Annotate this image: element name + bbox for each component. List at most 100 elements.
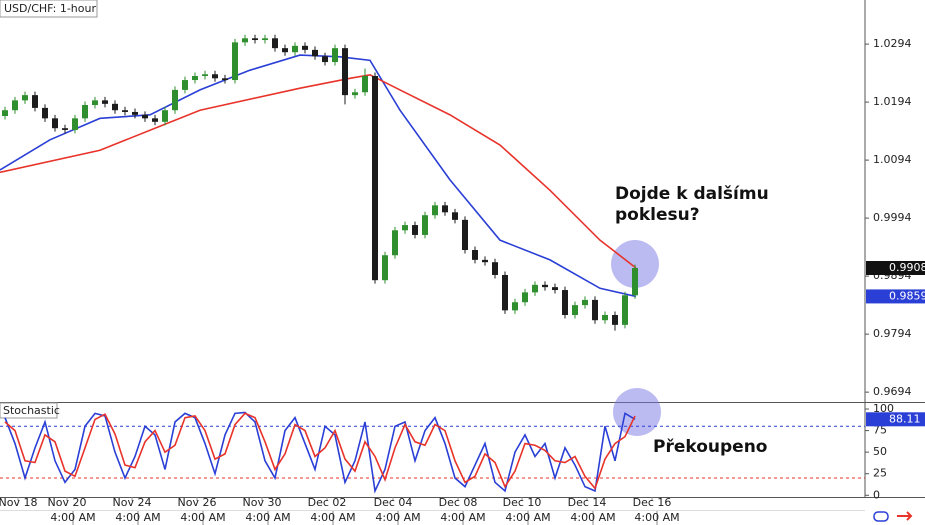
y-tick-label: 1.0294 xyxy=(873,37,912,50)
last-value-tag xyxy=(866,261,925,275)
candle-body xyxy=(302,45,308,50)
candle-body xyxy=(132,111,138,115)
series-line xyxy=(0,54,637,298)
candle-body xyxy=(272,38,278,49)
candle-body xyxy=(42,107,48,119)
last-value-tag xyxy=(866,412,925,427)
series-line xyxy=(4,412,636,490)
annotation: Dojde k dalšímu xyxy=(615,184,769,204)
candle-body xyxy=(582,299,588,306)
x-tick-label: 4:00 AM xyxy=(50,511,95,524)
candle-body xyxy=(12,100,18,111)
candle-body xyxy=(222,78,228,81)
candle-body xyxy=(462,219,468,251)
x-tick-label: Nov 20 xyxy=(48,496,87,509)
candle-body xyxy=(532,284,538,293)
corner-icons[interactable] xyxy=(873,511,913,522)
x-tick-label: Dec 02 xyxy=(308,496,347,509)
candle-body xyxy=(572,305,578,315)
candle-body xyxy=(502,274,508,311)
candle-body xyxy=(612,314,618,325)
candle-body xyxy=(252,38,258,41)
y-tick-label: 100 xyxy=(873,402,894,415)
candle-body xyxy=(432,205,438,216)
series-line xyxy=(0,73,637,269)
highlight-circle xyxy=(613,388,661,436)
candle-body xyxy=(342,48,348,96)
candle-body xyxy=(352,92,358,96)
candle-body xyxy=(182,80,188,90)
candle-body xyxy=(492,262,498,275)
candle-body xyxy=(212,74,218,79)
x-tick-label: 4:00 AM xyxy=(634,511,679,524)
annotation: Překoupeno xyxy=(653,437,767,457)
candle-body xyxy=(112,103,118,111)
y-tick-label: 0.9694 xyxy=(873,385,912,398)
candle-body xyxy=(362,75,368,93)
candle-body xyxy=(552,287,558,291)
y-tick-label: 1.0094 xyxy=(873,153,912,166)
candle-body xyxy=(562,290,568,315)
y-tick-label: 50 xyxy=(873,445,887,458)
panel-label-box xyxy=(0,402,58,419)
candle-body xyxy=(522,292,528,303)
candle-body xyxy=(632,268,638,296)
x-tick-label: 4:00 AM xyxy=(375,511,420,524)
arrow-icon[interactable] xyxy=(897,511,913,521)
last-value-tag xyxy=(866,289,925,304)
candle-body xyxy=(422,215,428,235)
candle-body xyxy=(442,205,448,213)
x-tick-label: 4:00 AM xyxy=(115,511,160,524)
x-tick-label: 4:00 AM xyxy=(570,511,615,524)
x-tick-label: 4:00 AM xyxy=(310,511,355,524)
candle-body xyxy=(322,56,328,63)
x-tick-label: Dec 14 xyxy=(568,496,607,509)
candle-body xyxy=(472,250,478,260)
x-tick-label: Dec 04 xyxy=(374,496,413,509)
x-tick-label: Dec 16 xyxy=(633,496,672,509)
y-tick-label: 25 xyxy=(873,467,887,480)
candle-body xyxy=(332,48,338,63)
y-tick-label: 0.9994 xyxy=(873,211,912,224)
last-value-label: 0.9859 xyxy=(889,289,925,302)
candle-body xyxy=(2,110,8,117)
candle-body xyxy=(192,75,198,81)
candle-body xyxy=(282,48,288,53)
candle-body xyxy=(622,295,628,325)
candle-body xyxy=(82,104,88,119)
candle-body xyxy=(52,118,58,129)
x-tick-label: 4:00 AM xyxy=(180,511,225,524)
x-tick-label: Nov 26 xyxy=(178,496,217,509)
candle-body xyxy=(382,255,388,281)
x-tick-label: Nov 30 xyxy=(243,496,282,509)
x-tick-label: Dec 08 xyxy=(439,496,478,509)
candle-body xyxy=(152,118,158,122)
candle-body xyxy=(92,100,98,105)
candle-body xyxy=(592,299,598,321)
candle-body xyxy=(242,38,248,43)
candle-body xyxy=(122,110,128,112)
series-line xyxy=(4,411,636,494)
candle-body xyxy=(392,230,398,256)
last-value-label: 0.9908 xyxy=(889,261,925,274)
candle-body xyxy=(232,42,238,81)
y-tick-label: 75 xyxy=(873,424,887,437)
x-tick-label: Nov 18 xyxy=(0,496,37,509)
x-tick-label: 4:00 AM xyxy=(245,511,290,524)
candle-body xyxy=(22,95,28,101)
candle-body xyxy=(372,75,378,281)
x-tick-label: Nov 24 xyxy=(113,496,152,509)
candle-body xyxy=(292,45,298,53)
chart-title: USD/CHF: 1-hour xyxy=(4,2,96,15)
candle-body xyxy=(412,225,418,235)
candle-body xyxy=(172,89,178,111)
y-tick-label: 0 xyxy=(873,488,880,501)
candle-body xyxy=(162,110,168,122)
candle-body xyxy=(32,95,38,108)
link-icon[interactable] xyxy=(873,511,889,522)
annotation: poklesu? xyxy=(615,205,700,225)
candle-body xyxy=(602,314,608,321)
candle-body xyxy=(402,225,408,231)
